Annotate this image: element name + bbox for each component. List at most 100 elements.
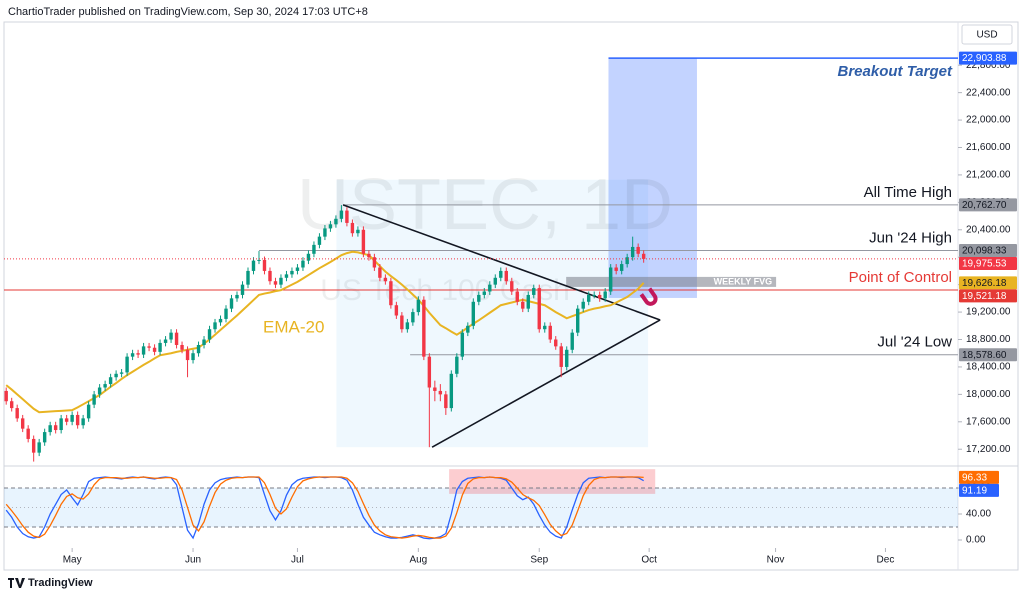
- candle-body: [488, 284, 492, 292]
- x-tick-label: Sep: [530, 555, 548, 566]
- candle-body: [587, 294, 591, 302]
- candle-body: [268, 270, 272, 282]
- candle-body: [295, 267, 300, 271]
- candle-body: [581, 301, 585, 309]
- candle-body: [389, 281, 393, 306]
- price-tag-label: 19,975.53: [962, 259, 1007, 270]
- candle-body: [444, 394, 448, 409]
- level-label: Breakout Target: [838, 63, 953, 80]
- level-label: All Time High: [864, 184, 952, 201]
- oscillator-line: [5, 476, 644, 539]
- candle-body: [422, 299, 426, 357]
- candle-body: [597, 294, 602, 299]
- trendline: [431, 319, 661, 448]
- price-tag-label: 20,098.33: [962, 246, 1007, 257]
- candle-body: [482, 291, 487, 295]
- candle-body: [191, 353, 195, 361]
- price-tag-label: 20,762.70: [962, 200, 1007, 211]
- candle-body: [4, 390, 8, 402]
- front-layer: 17,200.00 17,600.00 18,000.00 18,400.00 18,8…: [4, 51, 1017, 566]
- candle-body: [619, 264, 624, 271]
- candle-body: [163, 339, 168, 343]
- candle-body: [603, 291, 607, 299]
- candle-body: [510, 281, 514, 292]
- y-tick-label: 22,400.00: [966, 87, 1011, 98]
- footer-logo: [8, 578, 25, 588]
- candle-body: [273, 281, 278, 285]
- price-tag: [959, 276, 1017, 290]
- candle-body: [383, 277, 388, 282]
- candle-body: [218, 318, 223, 323]
- header: ChartioTrader published on TradingView.c…: [8, 6, 368, 18]
- candle-body: [378, 267, 382, 278]
- candle-body: [466, 325, 470, 333]
- candle-body: [554, 339, 558, 347]
- logo-mark: [8, 578, 25, 588]
- y-tick-label: 17,200.00: [966, 444, 1011, 455]
- candle-body: [592, 294, 596, 296]
- candle-body: [213, 322, 217, 330]
- footer: TradingView: [28, 577, 93, 589]
- candle-body: [537, 288, 541, 330]
- price-tag: [959, 470, 999, 484]
- price-tag: [959, 243, 1017, 257]
- y-tick-label: 21,600.00: [966, 142, 1011, 153]
- y-tick-label: 0.00: [966, 535, 986, 546]
- candle-body: [515, 291, 519, 302]
- candle-body: [521, 301, 525, 309]
- candle-body: [543, 325, 547, 330]
- candle-body: [207, 329, 212, 340]
- y-tick-label: 22,800.00: [966, 60, 1011, 71]
- candle-body: [279, 277, 283, 285]
- zone: [608, 58, 697, 298]
- frame: [3, 21, 1019, 571]
- candle-body: [59, 418, 63, 431]
- candle-body: [608, 267, 613, 292]
- candle-body: [323, 228, 327, 237]
- price-tag: [959, 483, 999, 497]
- candle-body: [119, 372, 124, 374]
- candle-body: [174, 332, 179, 345]
- candle-body: [229, 298, 234, 309]
- candle-body: [108, 377, 113, 385]
- candle-body: [235, 294, 239, 299]
- candle-body: [328, 224, 333, 229]
- candle-body: [224, 308, 228, 319]
- candle-body: [26, 428, 30, 439]
- candle-body: [641, 253, 646, 259]
- candle-body: [70, 414, 74, 422]
- candle-body: [372, 257, 377, 268]
- candle-body: [75, 414, 80, 426]
- zone: [566, 276, 777, 287]
- candle-body: [246, 270, 250, 285]
- price-tag-label: 18,578.60: [962, 350, 1007, 361]
- x-tick-label: Jul: [291, 555, 304, 566]
- candle-body: [449, 373, 454, 409]
- zone: [336, 179, 649, 448]
- candle-body: [361, 229, 366, 254]
- candle-body: [257, 259, 261, 261]
- price-tag-label: 19,521.18: [962, 291, 1007, 302]
- candle-body: [614, 267, 618, 271]
- candle-body: [86, 404, 91, 419]
- candle-body: [636, 246, 640, 254]
- ema-line: [5, 250, 645, 414]
- magnet: [639, 287, 658, 306]
- candle-body: [526, 294, 530, 309]
- zone-label: WEEKLY FVG: [714, 276, 773, 286]
- candle-body: [455, 356, 459, 374]
- candle-body: [251, 260, 256, 271]
- currency-box[interactable]: [961, 24, 1013, 45]
- candle-body: [31, 438, 36, 453]
- band-fill: [4, 488, 958, 528]
- candle-body: [15, 408, 19, 419]
- candle-body: [147, 346, 151, 348]
- candle-body: [471, 301, 476, 326]
- candle-body: [630, 246, 635, 258]
- candle-body: [92, 394, 96, 405]
- candle-body: [576, 308, 580, 333]
- x-tick-label: May: [63, 555, 82, 566]
- candle-body: [97, 387, 102, 395]
- candle-body: [339, 210, 344, 219]
